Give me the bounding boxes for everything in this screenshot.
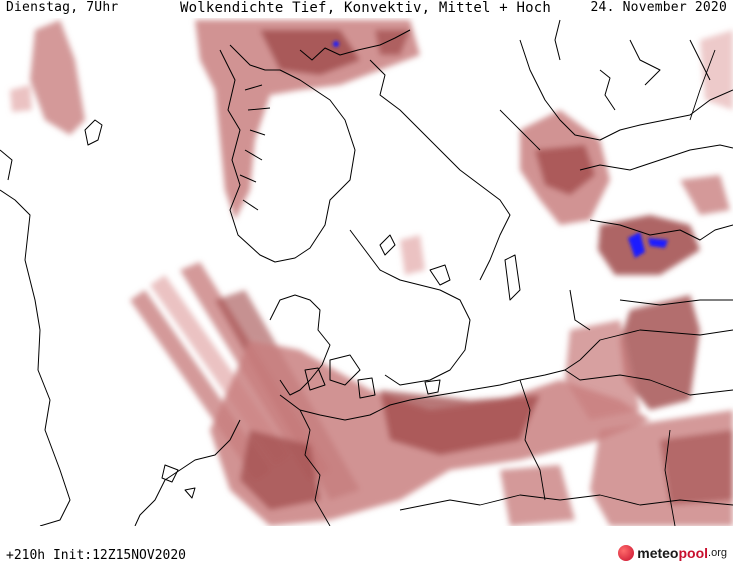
cloud-area-baltic-east bbox=[598, 215, 700, 275]
coast-norway bbox=[219, 44, 356, 263]
logo-text-org: .org bbox=[708, 547, 727, 559]
coast-netherlands bbox=[134, 419, 241, 526]
coast-sweden bbox=[349, 229, 471, 386]
meteopool-logo[interactable]: meteo pool .org bbox=[618, 545, 727, 561]
logo-text-meteo: meteo bbox=[637, 545, 679, 561]
cloud-density-layer bbox=[10, 20, 733, 526]
map-title: Wolkendichte Tief, Konvektiv, Mittel + H… bbox=[180, 0, 552, 16]
valid-date-label: 24. November 2020 bbox=[590, 0, 727, 15]
cloud-area-west bbox=[30, 20, 85, 135]
precip-area-baltic bbox=[628, 232, 645, 258]
cloud-area-poland bbox=[620, 295, 700, 410]
coastline-layer bbox=[0, 19, 733, 526]
cloud-area-norway bbox=[195, 20, 420, 220]
country-borders bbox=[299, 49, 733, 526]
coast-denmark bbox=[269, 294, 331, 396]
coast-finland bbox=[519, 39, 733, 141]
logo-text-pool: pool bbox=[678, 545, 709, 561]
coast-baltic-states bbox=[579, 144, 733, 171]
precip-layer bbox=[333, 41, 668, 258]
valid-time-label: Dienstag, 7Uhr bbox=[6, 0, 119, 15]
weather-map[interactable] bbox=[0, 18, 733, 526]
logo-icon bbox=[618, 545, 635, 561]
forecast-run-label: +210h Init:12Z15NOV2020 bbox=[6, 548, 187, 563]
coast-uk bbox=[0, 189, 71, 526]
coast-germany bbox=[279, 359, 581, 421]
